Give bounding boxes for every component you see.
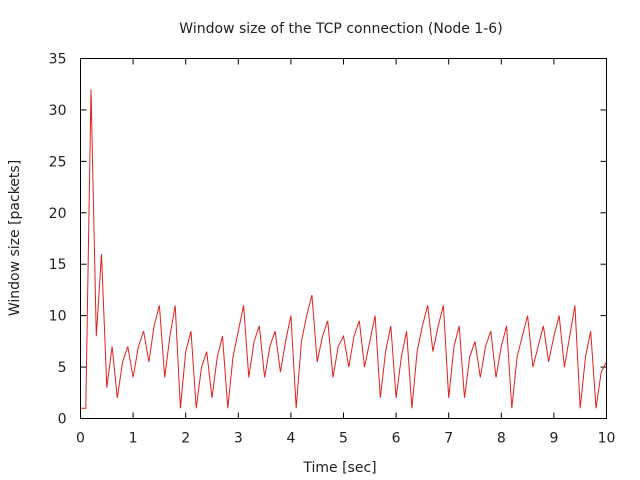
tick-labels: 0 1 2 3 4 5 6 7 8 9 10 0 5 10 15 20 25 30 35 [49, 52, 616, 447]
y-tick-label-1: 5 [58, 360, 67, 376]
x-tick-label-5: 5 [339, 431, 348, 447]
x-tick-label-10: 10 [598, 431, 616, 447]
y-tick-label-2: 10 [49, 309, 67, 325]
x-tick-label-8: 8 [497, 431, 506, 447]
series-line-0 [80, 89, 607, 409]
x-tick-label-9: 9 [549, 431, 558, 447]
axis-ticks [80, 58, 607, 419]
y-tick-label-7: 35 [49, 52, 67, 68]
x-tick-label-2: 2 [181, 431, 190, 447]
y-tick-label-0: 0 [58, 412, 67, 428]
x-tick-label-0: 0 [76, 431, 85, 447]
x-tick-label-4: 4 [286, 431, 295, 447]
y-tick-label-3: 15 [49, 257, 67, 273]
y-tick-label-6: 30 [49, 103, 67, 119]
x-tick-label-1: 1 [129, 431, 138, 447]
y-tick-label-4: 20 [49, 206, 67, 222]
y-axis-label: Window size [packets] [7, 160, 23, 316]
series-layer [80, 89, 607, 409]
x-axis-label: Time [sec] [302, 460, 376, 476]
y-tick-label-5: 25 [49, 154, 67, 170]
x-tick-label-6: 6 [392, 431, 401, 447]
plot-frame [80, 58, 607, 419]
chart-title: Window size of the TCP connection (Node … [179, 21, 502, 37]
x-tick-label-3: 3 [234, 431, 243, 447]
x-tick-label-7: 7 [444, 431, 453, 447]
